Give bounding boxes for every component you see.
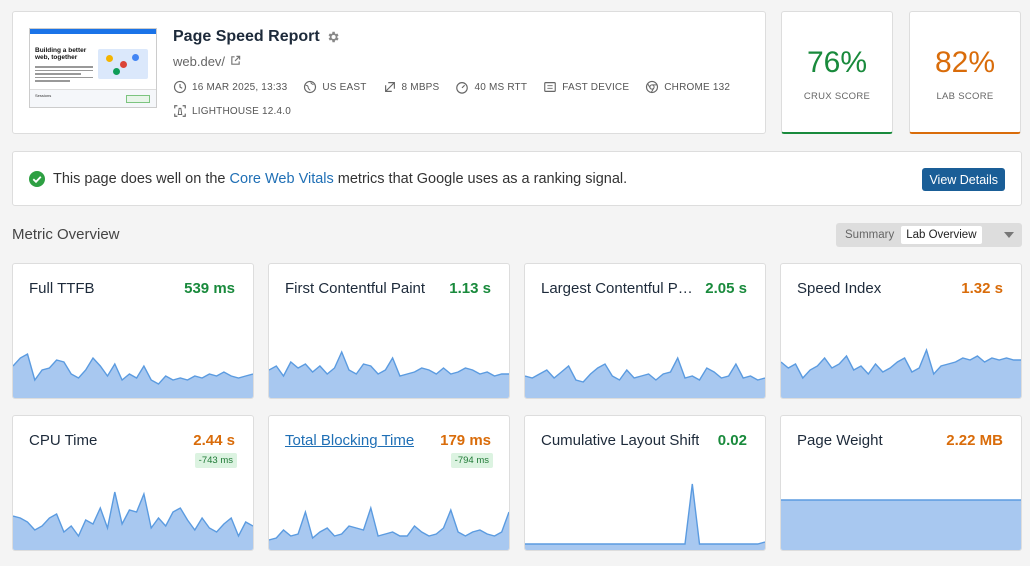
meta-timestamp: 16 MAR 2025, 13:33 (173, 80, 287, 94)
sparkline-line (13, 491, 253, 538)
check-circle-icon (29, 171, 45, 192)
sparkline-area (781, 500, 1021, 550)
metric-sparkline (269, 505, 509, 550)
lab-score-value: 82% (934, 46, 996, 79)
metric-delta-badge: -794 ms (450, 453, 493, 468)
meta-location: US EAST (303, 80, 366, 94)
latency-icon (456, 82, 469, 94)
section-title: Metric Overview (12, 226, 120, 243)
chrome-icon (646, 80, 659, 94)
metric-sparkline (781, 347, 1021, 398)
metric-name: CPU Time (29, 432, 98, 449)
report-title-text: Page Speed Report (173, 28, 320, 45)
sparkline-area (13, 492, 253, 550)
metric-card-cls[interactable]: Cumulative Layout Shift 0.02 (524, 415, 766, 551)
report-title: Page Speed Report (173, 28, 340, 46)
toggle-lab-overview[interactable]: Lab Overview (901, 226, 982, 244)
metric-value: 539 ms (182, 280, 235, 297)
sparkline-line (13, 352, 253, 385)
metric-name: Page Weight (797, 432, 883, 449)
metric-name: First Contentful Paint (285, 280, 426, 297)
metric-card-full-ttfb[interactable]: Full TTFB 539 ms (12, 263, 254, 399)
url-row: web.dev/ (173, 54, 241, 69)
lab-score-card[interactable]: 82% LAB SCORE (909, 11, 1021, 134)
banner-message: This page does well on the Core Web Vita… (53, 171, 628, 187)
sparkline-area (269, 508, 509, 550)
thumbnail-footer-text: Sessions (35, 93, 52, 98)
meta-bandwidth: 8 MBPS (383, 80, 440, 94)
metric-value: 0.02 (715, 432, 747, 449)
cwv-banner: This page does well on the Core Web Vita… (12, 151, 1022, 206)
sparkline-line (525, 356, 765, 383)
toggle-summary[interactable]: Summary (845, 229, 895, 241)
metric-card-page-weight[interactable]: Page Weight 2.22 MB (780, 415, 1022, 551)
report-header-card: Building a better web, together Sessions… (12, 11, 766, 134)
globe-icon (304, 80, 317, 94)
metric-name[interactable]: Total Blocking Time (285, 432, 415, 449)
metric-name: Largest Contentful Paint (541, 280, 701, 297)
sparkline-line (269, 505, 509, 541)
external-link-icon[interactable] (230, 54, 241, 69)
metric-card-lcp[interactable]: Largest Contentful Paint 2.05 s (524, 263, 766, 399)
meta-device: FAST DEVICE (543, 80, 629, 94)
metric-value: 1.13 s (447, 280, 491, 297)
metric-value: 2.44 s (191, 432, 235, 449)
metric-delta-badge: -743 ms (194, 453, 237, 468)
metric-sparkline (13, 491, 253, 550)
crux-score-value: 76% (806, 46, 868, 79)
lighthouse-icon (174, 105, 186, 117)
metric-value: 2.05 s (703, 280, 747, 297)
core-web-vitals-link[interactable]: Core Web Vitals (229, 171, 334, 187)
device-icon (544, 82, 557, 92)
chevron-down-icon[interactable] (1004, 226, 1014, 244)
bandwidth-icon (384, 82, 395, 92)
crux-score-label: CRUX SCORE (803, 91, 871, 102)
view-toggle: Summary Lab Overview (836, 223, 1022, 247)
meta-browser: CHROME 132 (645, 80, 730, 94)
meta-lighthouse: LIGHTHOUSE 12.4.0 (173, 104, 291, 118)
sparkline-area (525, 484, 765, 550)
sparkline-line (781, 347, 1021, 380)
sparkline-area (525, 358, 765, 398)
metric-name: Full TTFB (29, 280, 95, 297)
sparkline-line (269, 350, 509, 378)
clock-icon (173, 80, 187, 94)
gear-icon[interactable] (326, 30, 340, 44)
metric-sparkline (269, 350, 509, 398)
metric-sparkline (13, 352, 253, 398)
metric-sparkline (781, 499, 1021, 550)
meta-latency: 40 MS RTT (455, 80, 527, 94)
metric-sparkline (525, 483, 765, 550)
metric-value: 2.22 MB (944, 432, 1003, 449)
metric-name: Cumulative Layout Shift (541, 432, 700, 449)
lab-score-label: LAB SCORE (936, 91, 994, 102)
crux-score-card[interactable]: 76% CRUX SCORE (781, 11, 893, 134)
metric-sparkline (525, 356, 765, 398)
metric-card-cpu-time[interactable]: CPU Time 2.44 s -743 ms (12, 415, 254, 551)
view-details-button[interactable]: View Details (922, 168, 1005, 191)
page-thumbnail[interactable]: Building a better web, together Sessions (29, 28, 157, 108)
metric-card-speed-index[interactable]: Speed Index 1.32 s (780, 263, 1022, 399)
thumbnail-headline: Building a better web, together (35, 47, 87, 61)
sparkline-area (269, 352, 509, 398)
metric-value: 1.32 s (959, 280, 1003, 297)
metric-card-fcp[interactable]: First Contentful Paint 1.13 s (268, 263, 510, 399)
metric-value: 179 ms (438, 432, 491, 449)
metric-name: Speed Index (797, 280, 882, 297)
page-url[interactable]: web.dev/ (173, 54, 226, 69)
metric-card-tbt[interactable]: Total Blocking Time 179 ms -794 ms (268, 415, 510, 551)
sparkline-line (525, 483, 765, 545)
sparkline-area (781, 350, 1021, 398)
